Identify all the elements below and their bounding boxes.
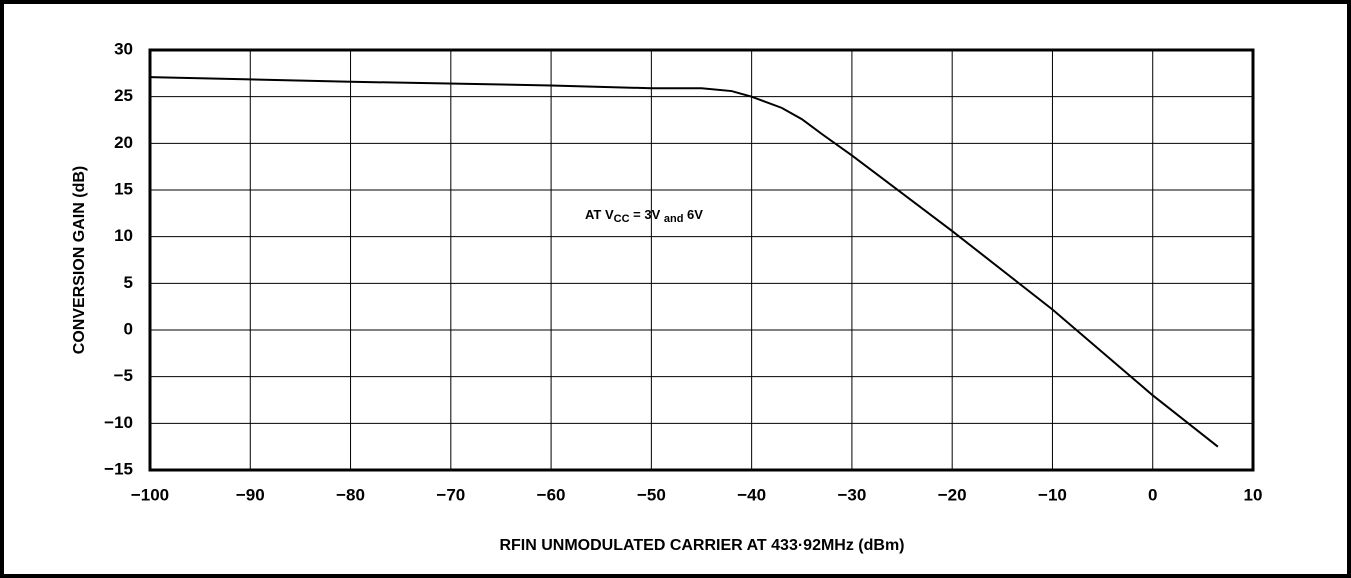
x-tick-label: −100 bbox=[131, 485, 169, 504]
x-tick-label: −90 bbox=[236, 485, 265, 504]
x-tick-label: −80 bbox=[336, 485, 365, 504]
y-tick-label: −5 bbox=[114, 366, 133, 385]
data-line bbox=[149, 76, 1219, 448]
y-tick-label: 30 bbox=[114, 39, 133, 58]
y-tick-label: 25 bbox=[114, 86, 133, 105]
y-axis-label: CONVERSION GAIN (dB) bbox=[71, 166, 88, 354]
annotation-part: CC bbox=[614, 213, 630, 225]
x-tick-label: 10 bbox=[1244, 485, 1263, 504]
y-tick-label: −15 bbox=[104, 459, 133, 478]
y-tick-label: 15 bbox=[114, 179, 133, 198]
y-tick-label: 10 bbox=[114, 226, 133, 245]
x-tick-label: −70 bbox=[436, 485, 465, 504]
y-tick-label: 5 bbox=[124, 273, 133, 292]
x-axis-label: RFIN UNMODULATED CARRIER AT 433·92MHz (d… bbox=[499, 537, 904, 554]
y-tick-label: −10 bbox=[104, 413, 133, 432]
annotation-part: and bbox=[664, 213, 684, 225]
x-tick-label: 0 bbox=[1148, 485, 1157, 504]
plot-frame bbox=[148, 48, 1255, 472]
x-tick-label: −30 bbox=[837, 485, 866, 504]
x-tick-label: −40 bbox=[737, 485, 766, 504]
annotation: AT VCC = 3V and 6V bbox=[585, 207, 703, 224]
y-tick-label: 20 bbox=[114, 133, 133, 152]
x-tick-label: −60 bbox=[537, 485, 566, 504]
x-tick-label: −50 bbox=[637, 485, 666, 504]
annotation-part: AT V bbox=[585, 207, 614, 222]
x-tick-label: −20 bbox=[938, 485, 967, 504]
annotation-part: 6V bbox=[683, 207, 703, 222]
y-tick-label: 0 bbox=[124, 319, 133, 338]
x-tick-label: −10 bbox=[1038, 485, 1067, 504]
annotation-part: = 3V bbox=[630, 207, 664, 222]
